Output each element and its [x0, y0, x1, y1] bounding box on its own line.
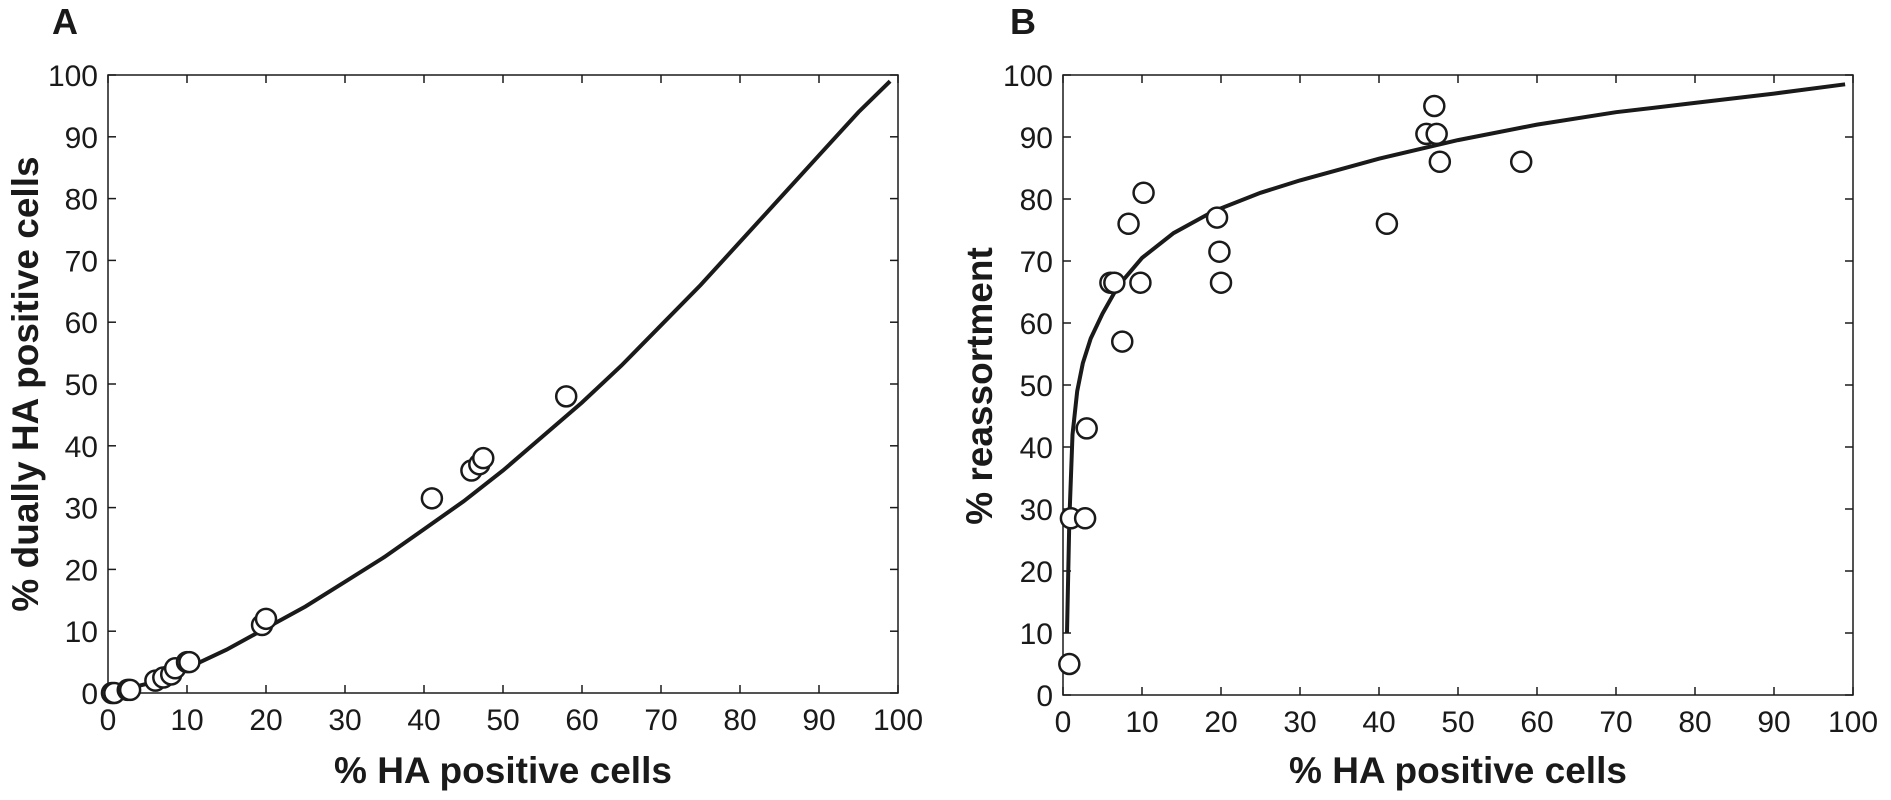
x-tick-label: 100: [873, 704, 923, 737]
y-axis-label: % reassortment: [959, 247, 1000, 525]
x-tick-label: 30: [1283, 706, 1316, 739]
data-point: [1132, 181, 1155, 205]
y-tick-label: 40: [65, 431, 98, 464]
plot-frame: [1062, 74, 1854, 696]
panel-label: A: [52, 1, 78, 42]
panel-label: B: [1010, 1, 1036, 42]
data-point: [1423, 94, 1446, 118]
x-tick-label: 20: [249, 704, 282, 737]
data-point: [1111, 330, 1134, 353]
data-point: [1208, 240, 1231, 263]
x-axis-label: % HA positive cells: [334, 750, 672, 791]
x-tick-label: 40: [407, 704, 440, 737]
panel-a: A 0 10 20 30 40 50 60 70 80 90 100 0 10 20 30 40 50 60 70…: [5, 1, 923, 791]
fit-curve: [1065, 82, 1846, 634]
x-tick-label: 10: [1125, 706, 1158, 739]
y-ticks: 0 10 20 30 40 50 60 70 80 90 100: [48, 60, 898, 711]
y-ticks: 0 10 20 30 40 50 60 70 80 90 100: [1003, 60, 1853, 713]
x-tick-label: 90: [802, 704, 835, 737]
y-tick-label: 20: [65, 554, 98, 587]
x-axis-label: % HA positive cells: [1289, 750, 1627, 791]
data-point: [118, 678, 142, 702]
x-tick-label: 70: [644, 704, 677, 737]
y-tick-label: 100: [1003, 60, 1053, 93]
y-tick-label: 70: [65, 245, 98, 278]
data-point: [178, 650, 201, 674]
x-tick-label: 50: [1441, 706, 1474, 739]
data-point: [554, 385, 578, 408]
x-tick-label: 80: [1678, 706, 1711, 739]
y-tick-label: 100: [48, 60, 98, 93]
data-point: [1058, 652, 1081, 676]
x-tick-label: 60: [565, 704, 598, 737]
y-tick-label: 10: [1020, 618, 1053, 651]
y-tick-label: 70: [1020, 246, 1053, 279]
y-tick-label: 50: [1020, 370, 1053, 403]
x-tick-label: 0: [100, 704, 117, 737]
data-point: [472, 446, 495, 470]
data-point: [1509, 150, 1533, 174]
x-tick-label: 90: [1757, 706, 1790, 739]
y-tick-label: 0: [1036, 680, 1053, 713]
y-tick-label: 90: [1020, 122, 1053, 155]
y-tick-label: 80: [65, 184, 98, 217]
plot-frame: [107, 74, 899, 694]
x-tick-label: 20: [1204, 706, 1237, 739]
x-ticks: 0 10 20 30 40 50 60 70 80 90 100: [1055, 75, 1878, 739]
y-tick-label: 0: [81, 678, 98, 711]
x-tick-label: 40: [1362, 706, 1395, 739]
y-tick-label: 20: [1020, 556, 1053, 589]
fit-curve: [107, 79, 892, 695]
data-point: [1073, 507, 1097, 530]
data-point: [1375, 212, 1399, 236]
x-tick-label: 80: [723, 704, 756, 737]
x-tick-label: 70: [1599, 706, 1632, 739]
x-tick-label: 60: [1520, 706, 1553, 739]
y-tick-label: 40: [1020, 432, 1053, 465]
data-point: [1425, 122, 1448, 146]
y-tick-label: 80: [1020, 184, 1053, 217]
y-tick-label: 60: [1020, 308, 1053, 341]
x-ticks: 0 10 20 30 40 50 60 70 80 90 100: [100, 75, 923, 737]
data-point: [1117, 212, 1140, 236]
data-point: [1428, 150, 1452, 174]
x-tick-label: 0: [1055, 706, 1072, 739]
data-point: [1075, 417, 1098, 440]
data-point: [1103, 271, 1126, 294]
x-tick-label: 10: [170, 704, 203, 737]
data-point: [420, 487, 444, 510]
x-tick-label: 30: [328, 704, 361, 737]
data-point: [1129, 271, 1152, 294]
data-points: [1058, 94, 1533, 676]
x-tick-label: 50: [486, 704, 519, 737]
y-tick-label: 90: [65, 122, 98, 155]
data-point: [254, 607, 278, 631]
y-tick-label: 30: [65, 493, 98, 526]
data-point: [1205, 206, 1229, 229]
data-points: [100, 385, 578, 705]
data-point: [1209, 271, 1233, 294]
y-tick-label: 60: [65, 307, 98, 340]
y-tick-label: 10: [65, 616, 98, 649]
y-tick-label: 30: [1020, 494, 1053, 527]
panel-b: B 0 10 20 30 40 50 60 70 80 90 100 0 10 20 30 40 50 60 70…: [959, 1, 1878, 791]
y-axis-label: % dually HA positive cells: [5, 156, 46, 611]
x-tick-label: 100: [1828, 706, 1878, 739]
y-tick-label: 50: [65, 369, 98, 402]
